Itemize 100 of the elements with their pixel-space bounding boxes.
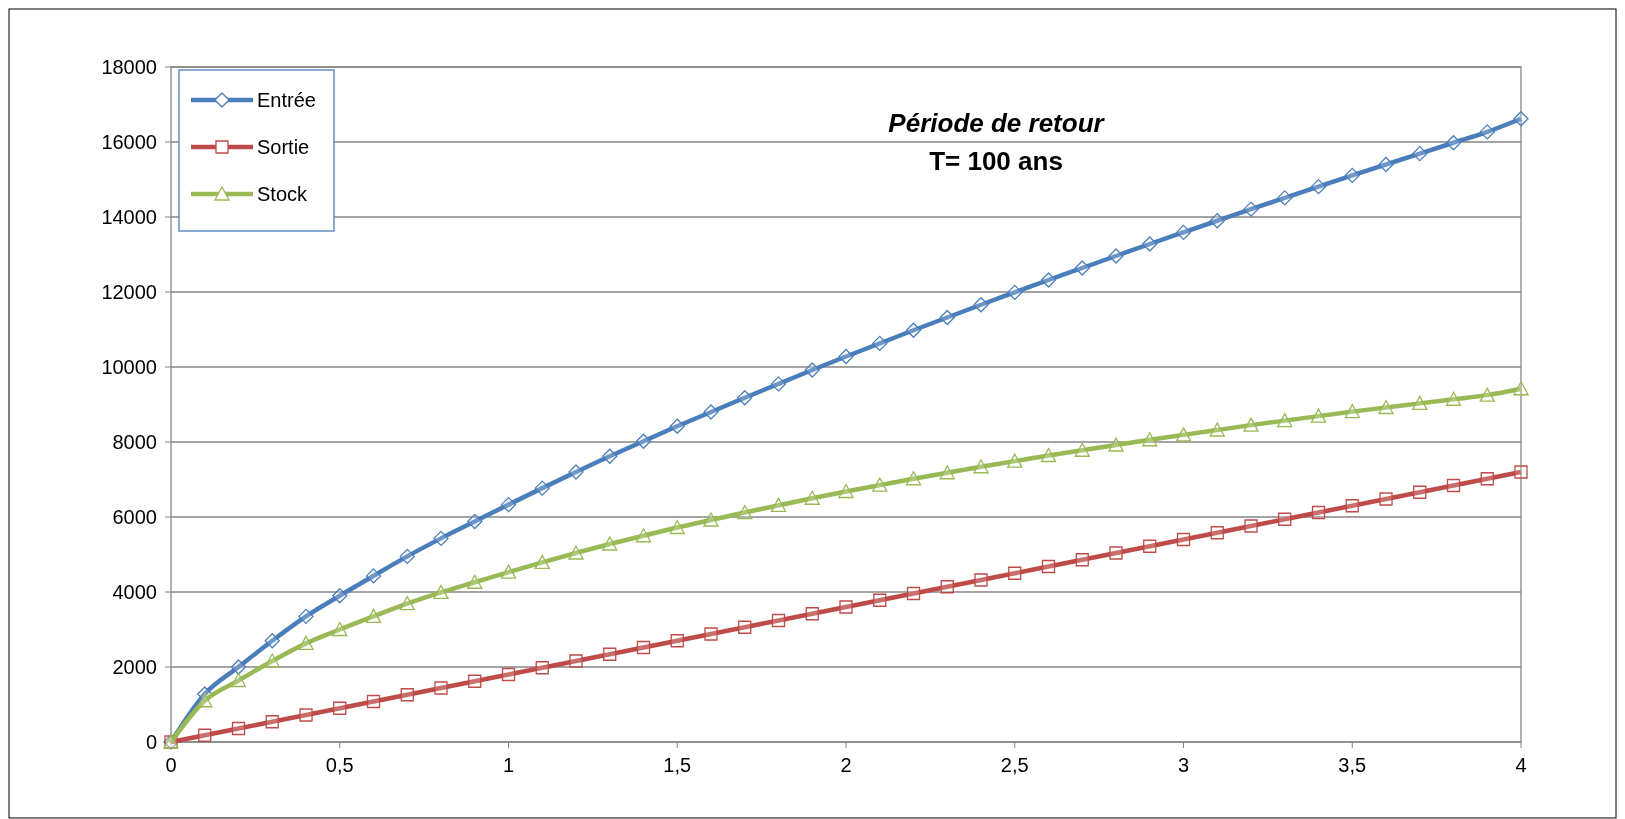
point — [1209, 213, 1225, 229]
x-tick-label: 0 — [165, 754, 177, 776]
point — [400, 688, 414, 702]
point — [670, 634, 684, 648]
point — [366, 694, 381, 709]
point — [365, 568, 382, 584]
point — [1412, 395, 1428, 411]
text: Période de retour — [888, 108, 1106, 138]
point — [1143, 539, 1157, 553]
point — [1446, 478, 1461, 493]
point — [1311, 505, 1326, 520]
y-tick-label: 8000 — [112, 431, 157, 453]
y-tick-label: 18000 — [101, 56, 157, 78]
point — [771, 613, 786, 628]
point — [1413, 485, 1427, 499]
point — [332, 588, 348, 604]
point — [974, 573, 988, 587]
point — [1378, 399, 1394, 415]
point — [501, 667, 516, 682]
point — [1075, 553, 1089, 567]
point — [231, 721, 246, 736]
point — [804, 490, 820, 505]
point — [1445, 391, 1462, 406]
point — [535, 661, 549, 675]
point — [737, 390, 753, 406]
point — [703, 512, 719, 527]
point — [1007, 453, 1023, 468]
point — [939, 465, 955, 480]
point — [298, 608, 314, 625]
point — [973, 459, 989, 474]
point — [703, 404, 719, 420]
legend-label: Stock — [257, 183, 309, 205]
x-tick-label: 4 — [1515, 754, 1527, 776]
point — [569, 654, 583, 668]
x-tick-label: 1 — [502, 754, 515, 776]
point — [1479, 387, 1495, 402]
point — [500, 564, 517, 579]
point — [1244, 519, 1258, 533]
point — [1412, 145, 1428, 162]
point — [940, 580, 954, 594]
point — [534, 554, 550, 570]
point — [738, 620, 752, 634]
point — [433, 530, 449, 547]
x-tick-label: 3,5 — [1338, 754, 1367, 776]
x-tick-label: 2 — [840, 754, 852, 776]
y-tick-label: 16000 — [101, 131, 157, 153]
point — [1513, 111, 1529, 127]
point — [1040, 272, 1057, 288]
point — [500, 496, 517, 513]
point — [298, 635, 314, 651]
x-tick-label: 0,5 — [325, 754, 354, 776]
point — [906, 586, 921, 601]
point — [1345, 499, 1359, 513]
point — [1209, 422, 1225, 437]
point — [602, 536, 618, 551]
point — [838, 348, 854, 365]
point — [230, 672, 247, 688]
point — [468, 674, 482, 688]
y-tick-label: 6000 — [112, 506, 157, 528]
point — [365, 608, 382, 624]
point — [197, 693, 213, 708]
point — [1040, 447, 1057, 463]
point — [635, 528, 652, 543]
point — [635, 433, 652, 449]
point — [399, 548, 415, 565]
point — [1310, 408, 1327, 423]
y-tick-label: 10000 — [101, 356, 157, 378]
point — [804, 362, 820, 378]
legend-label: Entrée — [257, 89, 316, 111]
point — [939, 309, 955, 326]
point — [264, 653, 280, 668]
point — [332, 621, 348, 637]
point — [1479, 124, 1495, 140]
point — [230, 659, 247, 675]
point — [1277, 412, 1293, 428]
point — [1480, 472, 1494, 486]
point — [1007, 284, 1023, 301]
point — [872, 335, 888, 352]
x-tick-label: 2,5 — [1000, 754, 1029, 776]
point — [1243, 201, 1259, 217]
point — [1514, 465, 1528, 479]
point — [568, 464, 584, 480]
y-tick-label: 12000 — [101, 281, 157, 303]
point — [602, 448, 618, 464]
point — [467, 574, 483, 589]
point — [467, 513, 483, 530]
point — [1310, 178, 1327, 195]
point — [1277, 190, 1293, 206]
point — [333, 701, 347, 715]
text: T= 100 ans — [929, 146, 1063, 176]
legend-label: Sortie — [257, 136, 310, 158]
point — [1513, 381, 1529, 396]
point — [704, 627, 718, 641]
point — [805, 607, 819, 621]
point — [603, 647, 617, 661]
point — [1074, 442, 1090, 457]
point — [399, 595, 415, 611]
point — [198, 728, 212, 742]
x-tick-label: 3 — [1177, 754, 1190, 776]
point — [1243, 417, 1259, 432]
